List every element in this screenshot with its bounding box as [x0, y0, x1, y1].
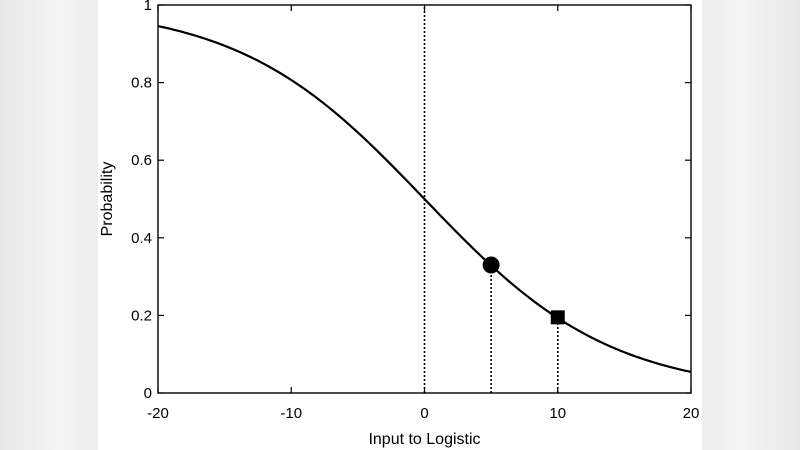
y-tick-labels: 0 0.2 0.4 0.6 0.8 1: [131, 0, 152, 402]
logistic-curve: [157, 24, 692, 374]
x-tick-labels: -20 -10 0 10 20: [147, 405, 699, 422]
y-tick-label: 0: [144, 385, 152, 402]
x-axis-label: Input to Logistic: [368, 431, 480, 448]
y-tick-label: 0.2: [131, 307, 152, 324]
tick-marks: [157, 4, 692, 394]
left-background-blur: [0, 0, 98, 450]
y-tick-label: 0.4: [131, 230, 152, 247]
y-tick-label: 1: [144, 0, 152, 14]
circle-marker: [482, 256, 500, 274]
y-axis-label: Probability: [99, 162, 116, 237]
figure-frame: [98, 0, 702, 450]
x-tick-label: 10: [549, 405, 566, 422]
x-tick-label: 20: [683, 405, 700, 422]
right-background-blur: [702, 0, 800, 450]
markers: [482, 256, 565, 325]
x-tick-label: -20: [147, 405, 169, 422]
x-tick-label: 0: [420, 405, 428, 422]
x-tick-label: -10: [280, 405, 302, 422]
y-tick-label: 0.6: [131, 152, 152, 169]
reference-lines: [423, 5, 559, 393]
square-marker: [550, 310, 565, 325]
y-tick-label: 0.8: [131, 75, 152, 92]
